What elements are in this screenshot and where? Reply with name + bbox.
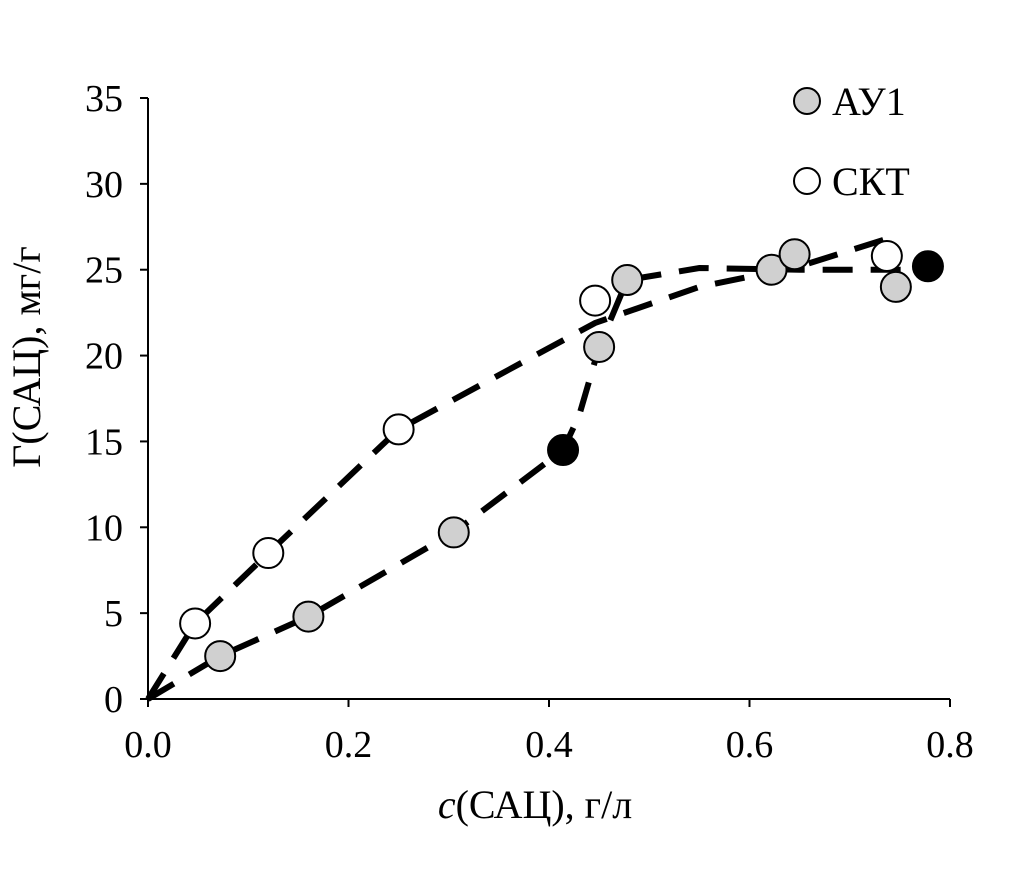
data-point bbox=[382, 413, 415, 446]
x-axis-title-text: (САЦ), г/л bbox=[456, 782, 633, 827]
data-point bbox=[579, 284, 612, 317]
data-point bbox=[204, 640, 237, 673]
y-tick-label: 30 bbox=[85, 164, 123, 206]
x-tick-label: 0.2 bbox=[325, 724, 373, 766]
legend-label: АУ1 bbox=[832, 79, 906, 124]
y-tick-label: 25 bbox=[85, 250, 123, 292]
data-point bbox=[437, 516, 470, 549]
y-tick-label: 5 bbox=[104, 593, 123, 635]
data-point bbox=[611, 264, 644, 297]
data-point bbox=[778, 238, 811, 271]
x-tick-label: 0.8 bbox=[926, 724, 974, 766]
data-point bbox=[755, 253, 788, 286]
x-tick-label: 0.4 bbox=[525, 724, 573, 766]
data-points bbox=[179, 238, 944, 673]
legend-marker bbox=[793, 167, 821, 195]
y-tick-label: 10 bbox=[85, 507, 123, 549]
trend-lines bbox=[145, 235, 928, 702]
y-tick-label: 15 bbox=[85, 421, 123, 463]
x-axis-title: c(САЦ), г/л bbox=[438, 782, 632, 827]
legend-marker bbox=[793, 87, 821, 115]
data-point bbox=[583, 330, 616, 363]
axes bbox=[147, 98, 950, 700]
axis-ticks: 0 5 10 15 20 25 30 35 0.0 0.2 0.4 0.6 0.8 bbox=[85, 78, 974, 766]
data-point bbox=[879, 270, 912, 303]
trend-line bbox=[146, 264, 928, 702]
y-tick-label: 35 bbox=[85, 78, 123, 120]
x-axis-title-symbol: c bbox=[438, 782, 456, 827]
y-axis-title: Г(САЦ), мг/г bbox=[4, 246, 49, 467]
data-point bbox=[870, 239, 903, 272]
x-tick-label: 0.0 bbox=[124, 724, 172, 766]
x-tick-label: 0.6 bbox=[726, 724, 774, 766]
y-tick-label: 20 bbox=[85, 336, 123, 378]
trend-line bbox=[145, 235, 888, 701]
y-tick-label: 0 bbox=[104, 679, 123, 721]
legend: АУ1 СКТ bbox=[793, 79, 910, 204]
legend-label: СКТ bbox=[832, 159, 910, 204]
data-point bbox=[252, 537, 285, 570]
data-point bbox=[179, 607, 212, 640]
data-point bbox=[292, 600, 325, 633]
data-point bbox=[911, 250, 944, 283]
data-point bbox=[547, 434, 580, 467]
